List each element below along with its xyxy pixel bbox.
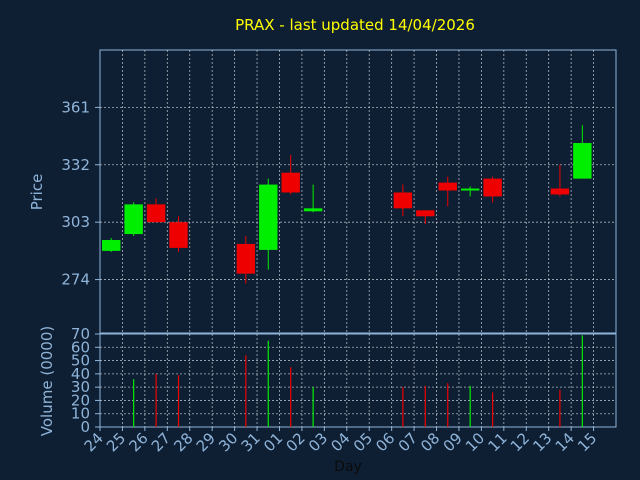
candle-body — [146, 204, 166, 223]
x-axis-label: Day — [334, 459, 362, 475]
price-y-tick-label: 332 — [61, 156, 90, 174]
price-y-tick-label: 361 — [61, 98, 90, 116]
price-y-tick-labels: 274 303 332 361 — [61, 98, 100, 289]
volume-bars — [133, 335, 583, 427]
candle-body — [303, 208, 323, 212]
candle-body — [573, 143, 592, 179]
candle-body — [281, 172, 300, 193]
volume-y-tick-label: 60 — [71, 338, 90, 356]
candle-body — [393, 192, 413, 209]
candle-body — [259, 184, 278, 250]
candle-body — [416, 210, 435, 217]
volume-y-tick-label: 70 — [71, 325, 90, 343]
volume-y-tick-label: 30 — [71, 378, 90, 396]
volume-y-tick-label: 0 — [80, 418, 90, 436]
volume-y-tick-label: 50 — [71, 352, 90, 370]
candle-body — [483, 178, 502, 197]
price-panel: 274 303 332 361 Price — [28, 49, 617, 334]
volume-y-axis-label: Volume (0000) — [38, 326, 56, 436]
volume-grid — [100, 334, 616, 427]
volume-y-tick-label: 40 — [71, 365, 90, 383]
candle-body — [169, 222, 188, 248]
price-plot-frame — [99, 49, 617, 334]
candle-body — [102, 239, 121, 251]
candles — [102, 125, 592, 284]
volume-y-tick-label: 10 — [71, 405, 90, 423]
price-grid — [100, 50, 616, 333]
x-tick-labels: 2425262728293031010203040506070809101112… — [81, 427, 600, 455]
x-tick-label: 15 — [574, 429, 600, 455]
price-y-tick-label: 274 — [61, 271, 90, 289]
candle-body — [438, 182, 457, 191]
candle-body — [124, 204, 143, 235]
candle-body — [460, 188, 480, 191]
candle-body — [550, 188, 570, 195]
volume-plot-frame — [99, 333, 617, 428]
price-y-tick-label: 303 — [61, 213, 90, 231]
price-y-axis-label: Price — [28, 174, 46, 211]
volume-y-tick-label: 20 — [71, 391, 90, 409]
chart-title: PRAX - last updated 14/04/2026 — [235, 16, 475, 34]
candle-body — [236, 243, 256, 274]
